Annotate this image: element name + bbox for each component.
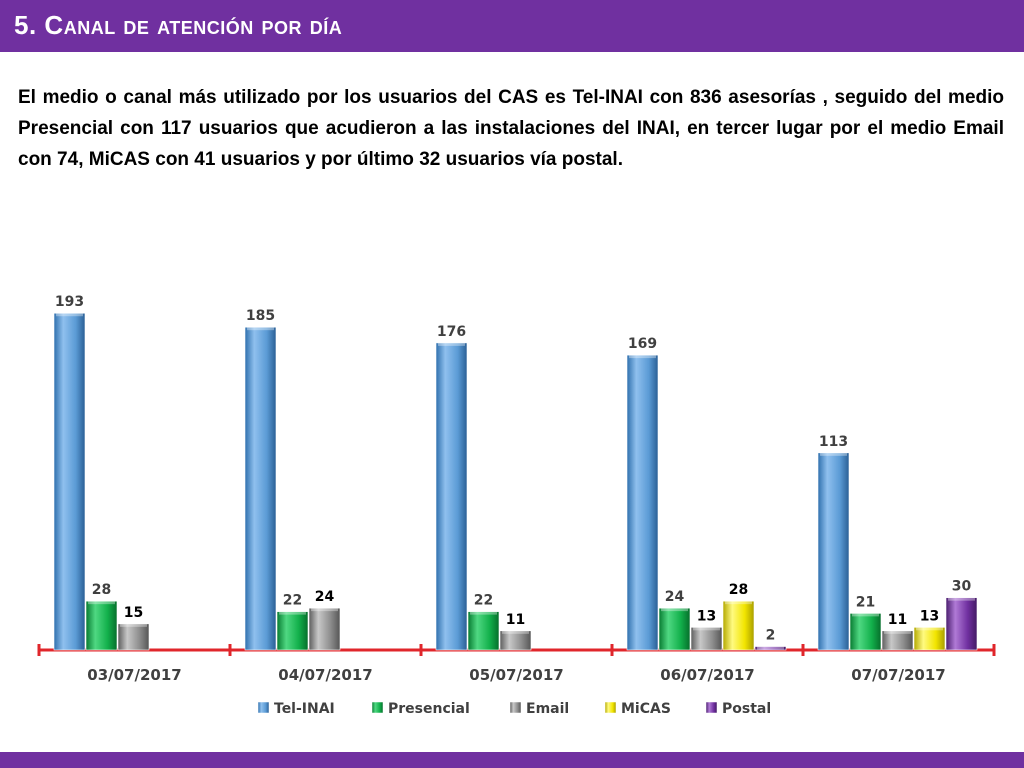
- legend-label-presencial: Presencial: [388, 701, 470, 717]
- bar-micas-07-07-2017: [913, 627, 946, 651]
- bar-presencial-06-07-2017: [658, 607, 691, 651]
- data-label-tel-inai-06-07-2017: 169: [628, 336, 657, 352]
- data-label-micas-06-07-2017: 28: [729, 582, 748, 598]
- bar-tel-inai-05-07-2017: [435, 342, 468, 651]
- bar-highlight-postal-07-07-2017: [948, 597, 975, 601]
- bar-highlight-presencial-07-07-2017: [852, 613, 879, 617]
- legend-label-email: Email: [526, 701, 569, 717]
- bar-highlight-presencial-06-07-2017: [661, 608, 688, 612]
- bar-tel-inai-07-07-2017: [817, 452, 850, 651]
- slide-title-text: Canal de atención por día: [44, 10, 343, 40]
- bar-highlight-presencial-05-07-2017: [470, 611, 497, 615]
- category-label-06-07-2017: 06/07/2017: [660, 666, 754, 684]
- bar-highlight-presencial-03-07-2017: [88, 601, 115, 605]
- legend-swatch-tel-inai: [257, 701, 270, 714]
- category-label-03-07-2017: 03/07/2017: [87, 666, 181, 684]
- data-label-tel-inai-04-07-2017: 185: [246, 308, 275, 324]
- bar-highlight-tel-inai-07-07-2017: [820, 452, 847, 456]
- bar-tel-inai-04-07-2017: [244, 326, 277, 651]
- bar-presencial-05-07-2017: [467, 611, 500, 651]
- data-label-postal-06-07-2017: 2: [766, 628, 776, 644]
- bar-highlight-email-05-07-2017: [502, 630, 529, 634]
- bar-highlight-email-06-07-2017: [693, 627, 720, 631]
- slide-title-number: 5.: [14, 10, 37, 40]
- data-label-presencial-05-07-2017: 22: [474, 593, 493, 609]
- footer-bar: [0, 752, 1024, 768]
- bar-highlight-email-03-07-2017: [120, 623, 147, 627]
- legend-label-tel-inai: Tel-INAI: [274, 701, 335, 717]
- bar-presencial-07-07-2017: [849, 613, 882, 651]
- data-label-tel-inai-07-07-2017: 113: [819, 434, 848, 450]
- data-label-tel-inai-03-07-2017: 193: [55, 294, 84, 310]
- data-label-email-07-07-2017: 11: [888, 612, 907, 628]
- title-bar: 5. Canal de atención por día: [0, 0, 1024, 52]
- bar-highlight-email-07-07-2017: [884, 630, 911, 634]
- bar-highlight-micas-06-07-2017: [725, 601, 752, 605]
- data-label-micas-07-07-2017: 13: [920, 608, 939, 624]
- bar-postal-06-07-2017: [754, 646, 787, 651]
- bar-tel-inai-06-07-2017: [626, 354, 659, 651]
- data-label-presencial-04-07-2017: 22: [283, 593, 302, 609]
- slide-description: El medio o canal más utilizado por los u…: [18, 87, 1004, 170]
- bar-email-06-07-2017: [690, 627, 723, 651]
- bar-highlight-email-04-07-2017: [311, 608, 338, 612]
- legend-swatch-postal: [705, 701, 718, 714]
- legend-swatch-email: [509, 701, 522, 714]
- bar-presencial-04-07-2017: [276, 611, 309, 651]
- data-label-presencial-03-07-2017: 28: [92, 582, 111, 598]
- legend-label-postal: Postal: [722, 701, 771, 717]
- legend-swatch-presencial: [371, 701, 384, 714]
- bar-email-03-07-2017: [117, 623, 150, 651]
- bar-micas-06-07-2017: [722, 600, 755, 651]
- bar-email-07-07-2017: [881, 630, 914, 651]
- legend-label-micas: MiCAS: [621, 701, 671, 717]
- data-label-postal-07-07-2017: 30: [952, 579, 972, 595]
- category-label-05-07-2017: 05/07/2017: [469, 666, 563, 684]
- category-label-07-07-2017: 07/07/2017: [851, 666, 945, 684]
- bar-email-05-07-2017: [499, 630, 532, 651]
- data-label-email-04-07-2017: 24: [315, 589, 335, 605]
- bar-postal-07-07-2017: [945, 597, 978, 651]
- bar-highlight-tel-inai-06-07-2017: [629, 355, 656, 359]
- data-label-presencial-07-07-2017: 21: [856, 594, 875, 610]
- bar-highlight-tel-inai-05-07-2017: [438, 342, 465, 346]
- slide-title: 5. Canal de atención por día: [14, 10, 342, 41]
- category-label-04-07-2017: 04/07/2017: [278, 666, 372, 684]
- bar-highlight-presencial-04-07-2017: [279, 611, 306, 615]
- bar-highlight-tel-inai-04-07-2017: [247, 327, 274, 331]
- bar-highlight-postal-06-07-2017: [757, 646, 784, 650]
- legend-swatch-micas: [604, 701, 617, 714]
- data-label-email-05-07-2017: 11: [506, 612, 525, 628]
- bar-tel-inai-03-07-2017: [53, 312, 86, 651]
- data-label-presencial-06-07-2017: 24: [665, 589, 685, 605]
- data-label-email-06-07-2017: 13: [697, 608, 716, 624]
- bar-email-04-07-2017: [308, 607, 341, 651]
- bar-presencial-03-07-2017: [85, 600, 118, 651]
- data-label-email-03-07-2017: 15: [124, 605, 143, 621]
- bar-highlight-micas-07-07-2017: [916, 627, 943, 631]
- data-label-tel-inai-05-07-2017: 176: [437, 324, 466, 340]
- bar-highlight-tel-inai-03-07-2017: [56, 313, 83, 317]
